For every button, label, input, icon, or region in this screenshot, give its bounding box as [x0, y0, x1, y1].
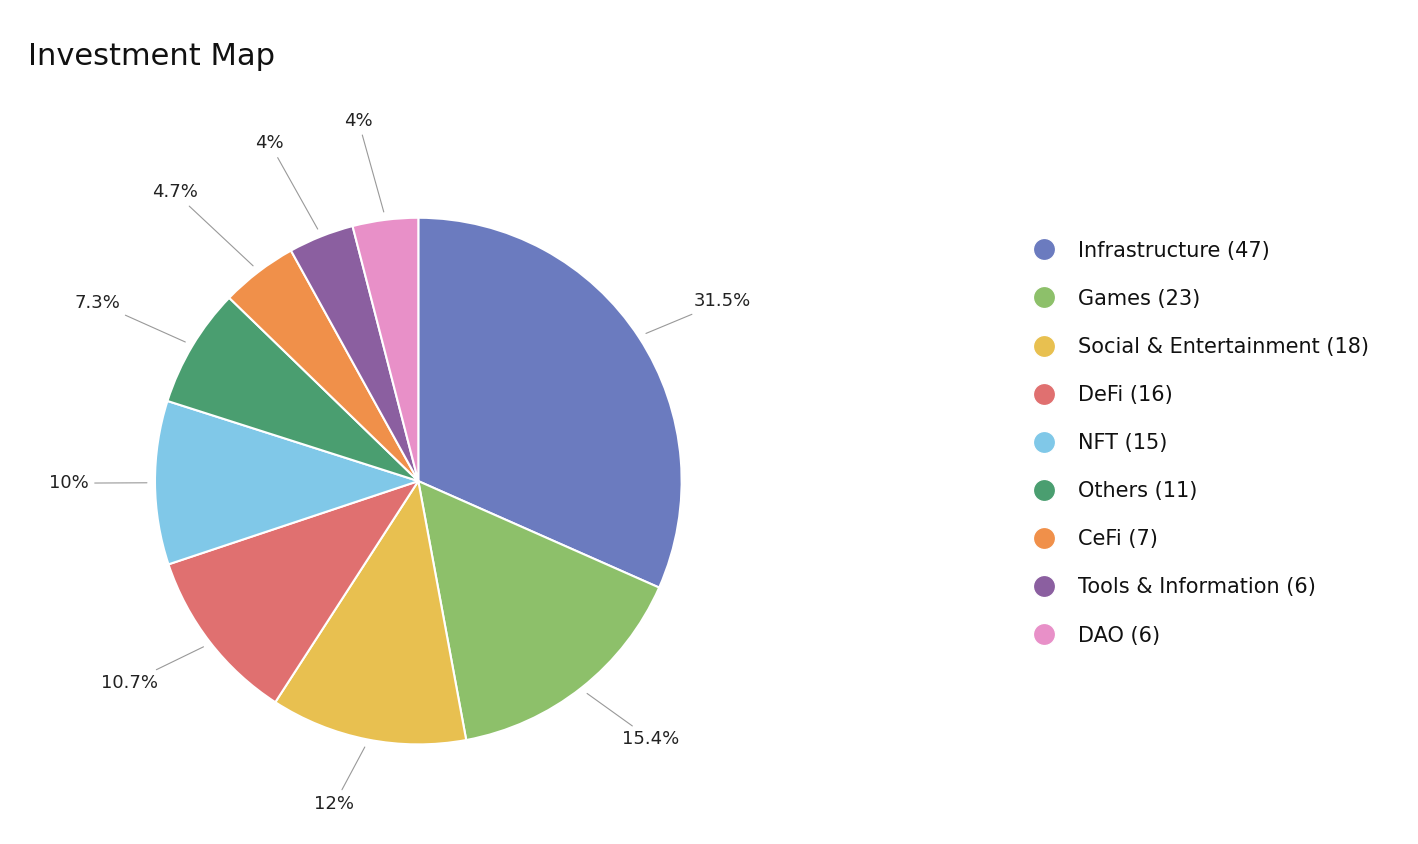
Text: 7.3%: 7.3% — [74, 294, 186, 342]
Text: 4%: 4% — [255, 134, 318, 229]
Wedge shape — [353, 218, 418, 481]
Wedge shape — [418, 481, 659, 740]
Wedge shape — [169, 481, 418, 702]
Text: Investment Map: Investment Map — [28, 42, 275, 71]
Text: 10%: 10% — [50, 474, 147, 492]
Text: 12%: 12% — [315, 747, 364, 813]
Wedge shape — [155, 401, 418, 565]
Wedge shape — [418, 218, 682, 587]
Wedge shape — [167, 298, 418, 481]
Wedge shape — [291, 226, 418, 481]
Wedge shape — [275, 481, 467, 744]
Wedge shape — [230, 251, 418, 481]
Text: 4.7%: 4.7% — [152, 183, 252, 266]
Text: 31.5%: 31.5% — [647, 293, 752, 333]
Legend: Infrastructure (47), Games (23), Social & Entertainment (18), DeFi (16), NFT (15: Infrastructure (47), Games (23), Social … — [1014, 230, 1380, 656]
Text: 10.7%: 10.7% — [101, 647, 204, 692]
Text: 4%: 4% — [345, 111, 384, 212]
Text: 15.4%: 15.4% — [587, 694, 679, 749]
